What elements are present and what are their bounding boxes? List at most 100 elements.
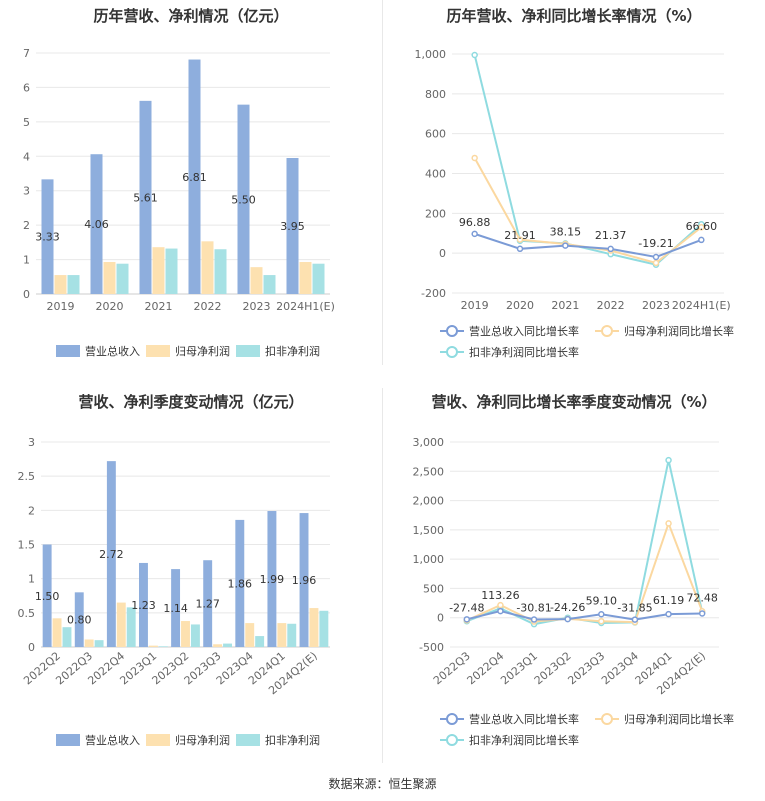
- net-profit-bar: [299, 261, 312, 294]
- revenue-growth-point: [631, 616, 639, 623]
- quarterly-bar-chart: 0 0.5 1 1.5 2 2.5 3 1.50 0.80 2.72 1.23 1.14 1.27 1.8…: [18, 436, 330, 747]
- revenue-growth-point: [607, 245, 614, 253]
- y-tick-label: 1: [23, 254, 30, 267]
- quarterly-bar-title: 营收、净利季度变动情况（亿元）: [78, 393, 304, 411]
- legend-marker: [446, 713, 458, 725]
- revenue-data-label: 1.96: [292, 574, 317, 587]
- deducted-profit-bar: [312, 263, 325, 294]
- y-tick-label: 500: [423, 582, 444, 595]
- deducted-profit-bar: [94, 640, 104, 647]
- annual-growth-title: 历年营收、净利同比增长率情况（%）: [446, 7, 702, 25]
- revenue-bar: [90, 154, 103, 294]
- x-tick-label: 2023: [642, 299, 670, 312]
- y-tick-label: 200: [425, 207, 446, 220]
- revenue-growth-data-label: -27.48: [449, 601, 484, 614]
- net-profit-growth-point: [698, 224, 705, 231]
- revenue-growth-data-label: 61.19: [653, 594, 685, 607]
- quarterly-growth-chart: -500 0 500 1,000 1,500 2,000 2,500 3,000 -27.481…: [413, 436, 735, 747]
- revenue-growth-data-label: 66.60: [686, 220, 718, 233]
- y-tick-label: 2.5: [18, 470, 36, 483]
- y-tick-label: 1,500: [413, 524, 445, 537]
- net-profit-bar: [213, 644, 223, 647]
- y-tick-label: 1: [28, 573, 35, 586]
- y-tick-label: 800: [425, 88, 446, 101]
- x-tick-label: 2022Q3: [431, 649, 473, 687]
- y-tick-label: 7: [23, 47, 30, 60]
- y-tick-label: 600: [425, 128, 446, 141]
- revenue-data-label: 1.14: [163, 602, 188, 615]
- x-tick-label: 2020: [96, 300, 124, 313]
- net-profit-growth-line: [466, 520, 704, 624]
- x-tick-label: 2022Q4: [465, 649, 507, 687]
- quarterly-bar-panel: 营收、净利季度变动情况（亿元） 0 0.5 1 1.5 2 2.5 3 1.50 0.80 2.7…: [0, 385, 382, 770]
- y-tick-label: 0: [23, 288, 30, 301]
- deducted-profit-bar: [62, 627, 72, 647]
- vertical-divider-bottom: [382, 388, 383, 763]
- revenue-data-label: 1.50: [35, 590, 60, 603]
- revenue-data-label: 1.86: [228, 577, 253, 590]
- deducted-profit-growth-point: [665, 456, 672, 464]
- x-tick-label: 2023Q4: [599, 649, 641, 687]
- net-profit-bar: [84, 639, 94, 647]
- revenue-bar: [267, 511, 277, 647]
- revenue-data-label: 2.72: [99, 548, 124, 561]
- legend-label: 扣非净利润同比增长率: [469, 345, 579, 359]
- y-tick-label: 3: [23, 185, 30, 198]
- revenue-data-label: 4.06: [84, 218, 109, 231]
- revenue-bar: [139, 100, 152, 294]
- deducted-profit-bar: [165, 248, 178, 294]
- y-tick-label: 1,000: [415, 48, 447, 61]
- revenue-bar: [41, 179, 54, 294]
- y-tick-label: 2: [28, 504, 35, 517]
- annual-bar-title: 历年营收、净利情况（亿元）: [93, 7, 289, 25]
- net-profit-growth-point: [652, 259, 660, 267]
- revenue-data-label: 1.23: [131, 599, 156, 612]
- net-profit-bar: [309, 608, 319, 647]
- vertical-divider-top: [382, 0, 383, 365]
- revenue-growth-data-label: 21.91: [504, 229, 536, 242]
- revenue-growth-point: [698, 610, 706, 617]
- net-profit-bar: [181, 621, 190, 647]
- legend-marker: [601, 713, 613, 725]
- y-tick-label: -500: [419, 641, 444, 654]
- revenue-growth-line: [474, 232, 702, 259]
- x-tick-label: 2022: [194, 300, 222, 313]
- legend-swatch: [236, 734, 260, 746]
- y-tick-label: 400: [425, 168, 446, 181]
- revenue-growth-point: [698, 236, 705, 244]
- net-profit-bar: [54, 275, 67, 294]
- deducted-profit-bar: [158, 646, 168, 647]
- revenue-growth-data-label: 21.37: [595, 229, 627, 242]
- x-tick-label: 2021: [145, 300, 173, 313]
- revenue-growth-data-label: -31.85: [617, 602, 652, 615]
- revenue-data-label: 1.27: [195, 598, 220, 611]
- legend-swatch: [146, 345, 170, 357]
- net-profit-bar: [103, 261, 116, 294]
- y-tick-label: -200: [421, 287, 446, 300]
- revenue-bar: [235, 519, 245, 647]
- legend-label: 扣非净利润: [265, 344, 320, 358]
- revenue-growth-point: [530, 616, 538, 623]
- legend-marker: [446, 325, 458, 337]
- revenue-data-label: 6.81: [182, 171, 207, 184]
- revenue-growth-data-label: 38.15: [550, 226, 582, 239]
- revenue-bar: [42, 544, 52, 647]
- net-profit-bar: [277, 623, 287, 647]
- deducted-profit-bar: [223, 643, 232, 647]
- legend-label: 营业总收入同比增长率: [469, 712, 579, 726]
- quarterly-growth-panel: 营收、净利同比增长率季度变动情况（%） -500 0 500 1,000 1,500 2,…: [383, 385, 765, 770]
- annual-growth-chart: -200 0 200 400 600 800 1,000 96.88 21.91 38.15 21.…: [415, 48, 735, 359]
- x-tick-label: 2023Q2: [532, 649, 574, 687]
- net-profit-growth-point: [598, 617, 605, 625]
- deducted-profit-bar: [319, 610, 329, 647]
- y-tick-label: 5: [23, 116, 30, 129]
- deducted-profit-bar: [255, 636, 265, 647]
- x-tick-label: 2023Q1: [498, 649, 540, 687]
- annual-bar-panel: 历年营收、净利情况（亿元） 0 1 2 3 4 5 6 7 3.33 4.06 5.61 6.81 5.…: [0, 0, 382, 370]
- legend-label: 扣非净利润: [265, 733, 320, 747]
- x-tick-label: 2022: [597, 299, 625, 312]
- x-tick-label: 2024H1(E): [672, 299, 731, 312]
- net-profit-growth-point: [516, 236, 524, 243]
- revenue-bar: [299, 513, 309, 647]
- x-tick-label: 2024H1(E): [276, 300, 335, 313]
